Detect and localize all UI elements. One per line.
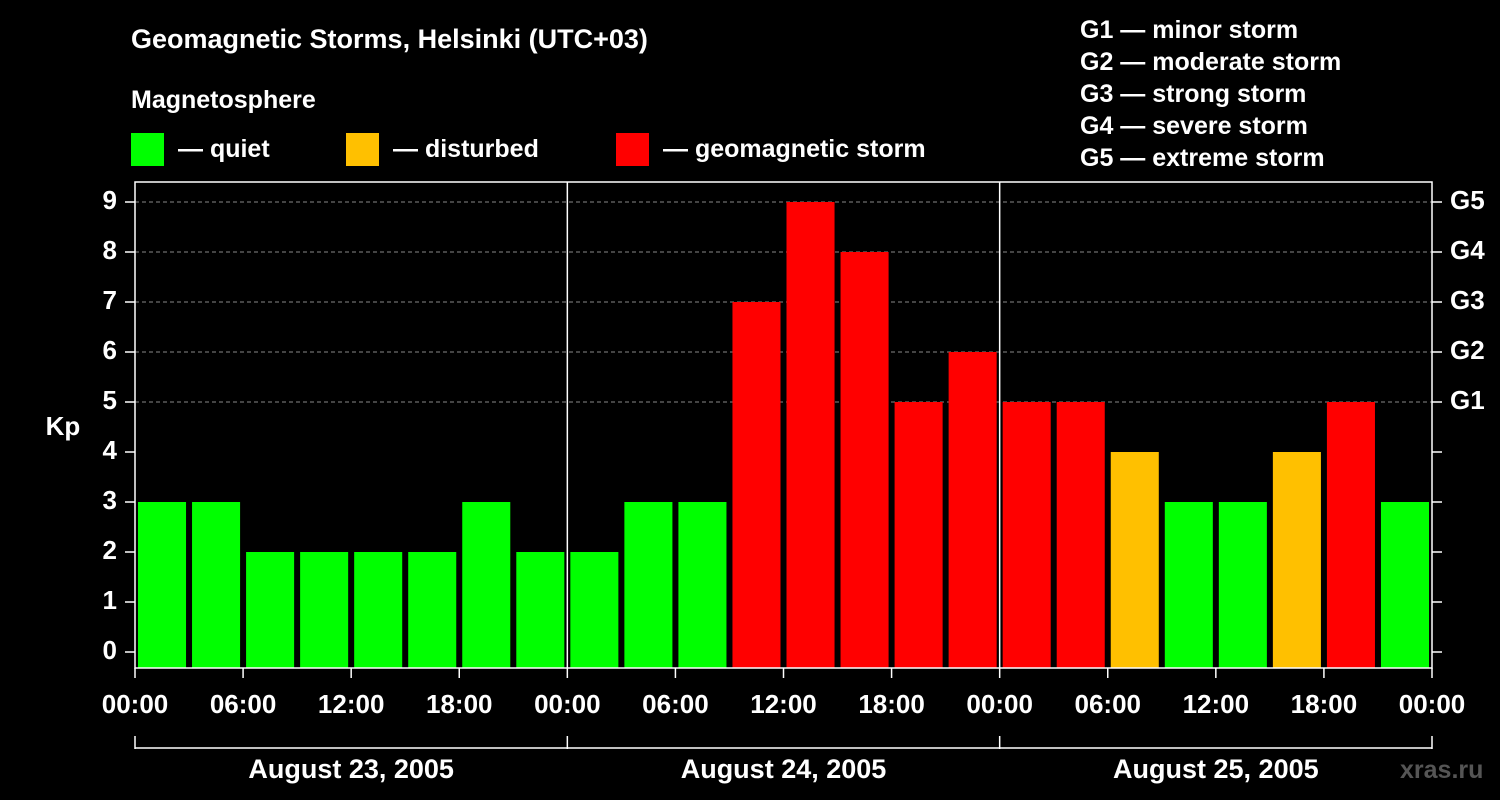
legend-label-quiet: — quiet bbox=[178, 135, 270, 163]
kp-bar bbox=[462, 502, 511, 668]
storm-level-g3: G3 — strong storm bbox=[1080, 80, 1307, 108]
kp-bar bbox=[192, 502, 241, 668]
kp-bar bbox=[1272, 452, 1321, 668]
x-tick-label: 18:00 bbox=[858, 689, 925, 719]
y-tick-label: 0 bbox=[103, 635, 117, 665]
y-tick-label: 3 bbox=[103, 485, 117, 515]
storm-level-tick-label: G1 bbox=[1450, 385, 1485, 415]
chart-subtitle: Magnetosphere bbox=[131, 86, 316, 114]
x-tick-label: 00:00 bbox=[966, 689, 1033, 719]
kp-bar bbox=[786, 202, 835, 668]
x-tick-label: 12:00 bbox=[1183, 689, 1250, 719]
kp-bar bbox=[408, 552, 457, 668]
kp-bar bbox=[678, 502, 727, 668]
storm-level-g1: G1 — minor storm bbox=[1080, 16, 1299, 44]
x-tick-label: 00:00 bbox=[534, 689, 601, 719]
storm-level-legend: G1 — minor storm G2 — moderate storm G3 … bbox=[1080, 14, 1341, 174]
kp-bar bbox=[1002, 402, 1051, 668]
kp-bar bbox=[1056, 402, 1105, 668]
x-tick-label: 18:00 bbox=[426, 689, 493, 719]
y-tick-label: 4 bbox=[103, 435, 118, 465]
legend-item-storm: — geomagnetic storm bbox=[616, 133, 926, 166]
kp-bar bbox=[570, 552, 619, 668]
storm-level-tick-label: G2 bbox=[1450, 335, 1485, 365]
x-tick-label: 06:00 bbox=[210, 689, 277, 719]
legend-item-quiet: — quiet bbox=[131, 133, 270, 166]
storm-level-tick-label: G5 bbox=[1450, 185, 1485, 215]
kp-bar bbox=[732, 302, 781, 668]
kp-bar bbox=[840, 252, 889, 668]
kp-bar bbox=[1218, 502, 1267, 668]
kp-bar bbox=[894, 402, 943, 668]
x-tick-label: 06:00 bbox=[642, 689, 709, 719]
x-tick-label: 12:00 bbox=[318, 689, 385, 719]
x-tick-label: 06:00 bbox=[1075, 689, 1142, 719]
storm-level-g4: G4 — severe storm bbox=[1080, 112, 1308, 140]
day-label: August 25, 2005 bbox=[1113, 754, 1319, 784]
y-axis-label: Kp bbox=[46, 411, 81, 441]
kp-bar bbox=[246, 552, 295, 668]
x-tick-label: 18:00 bbox=[1291, 689, 1358, 719]
kp-bar bbox=[948, 352, 997, 668]
x-tick-label: 00:00 bbox=[102, 689, 169, 719]
storm-level-tick-label: G4 bbox=[1450, 235, 1485, 265]
kp-bar bbox=[1164, 502, 1213, 668]
y-tick-label: 6 bbox=[103, 335, 117, 365]
legend-swatch-storm bbox=[616, 133, 649, 166]
color-legend: — quiet — disturbed — geomagnetic storm bbox=[131, 133, 991, 173]
legend-label-disturbed: — disturbed bbox=[393, 135, 539, 163]
x-tick-label: 12:00 bbox=[750, 689, 817, 719]
legend-swatch-disturbed bbox=[346, 133, 379, 166]
storm-level-g2: G2 — moderate storm bbox=[1080, 48, 1342, 76]
kp-bar bbox=[300, 552, 349, 668]
kp-bar bbox=[1326, 402, 1375, 668]
kp-bar bbox=[1110, 452, 1159, 668]
y-tick-label: 5 bbox=[103, 385, 117, 415]
kp-bar bbox=[516, 552, 565, 668]
legend-item-disturbed: — disturbed bbox=[346, 133, 539, 166]
chart-title: Geomagnetic Storms, Helsinki (UTC+03) bbox=[131, 24, 648, 54]
legend-swatch-quiet bbox=[131, 133, 164, 166]
y-tick-label: 2 bbox=[103, 535, 117, 565]
day-label: August 24, 2005 bbox=[681, 754, 887, 784]
kp-bar bbox=[1380, 502, 1429, 668]
storm-level-g5: G5 — extreme storm bbox=[1080, 144, 1325, 172]
kp-bar bbox=[624, 502, 673, 668]
day-label: August 23, 2005 bbox=[248, 754, 454, 784]
legend-label-storm: — geomagnetic storm bbox=[663, 135, 926, 163]
storm-level-tick-label: G3 bbox=[1450, 285, 1485, 315]
y-tick-label: 1 bbox=[103, 585, 117, 615]
y-tick-label: 8 bbox=[103, 235, 117, 265]
x-tick-label: 00:00 bbox=[1399, 689, 1466, 719]
kp-bar bbox=[138, 502, 187, 668]
watermark: xras.ru bbox=[1400, 756, 1484, 784]
y-tick-label: 9 bbox=[103, 185, 117, 215]
kp-bar bbox=[354, 552, 403, 668]
y-tick-label: 7 bbox=[103, 285, 117, 315]
